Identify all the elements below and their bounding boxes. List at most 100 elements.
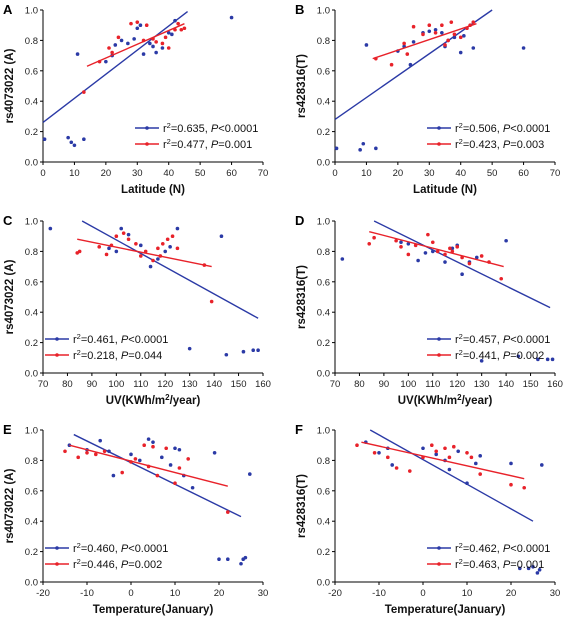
data-point-blue <box>545 357 550 362</box>
panel-label: C <box>3 213 13 228</box>
x-tick-label: 70 <box>330 379 341 390</box>
data-point-red <box>426 232 430 237</box>
data-point-blue <box>217 557 221 561</box>
data-point-red <box>458 35 463 40</box>
legend-text: r2=0.218, P=0.044 <box>73 348 162 362</box>
data-point-red <box>82 90 86 94</box>
legend-marker-blue <box>437 337 441 341</box>
panel-c: C 0.0 0.2 0.4 0.6 0.8 1.0 70 80 90 100 110 120 130 140… <box>3 213 271 407</box>
data-point-blue <box>170 32 174 37</box>
x-tick-label: -20 <box>36 588 50 599</box>
x-axis-label: Latitude (N) <box>121 184 185 196</box>
data-point-blue <box>526 566 531 571</box>
data-point-red <box>134 242 138 246</box>
y-tick-label: 1.0 <box>317 426 330 437</box>
fit-line-red <box>77 238 212 268</box>
data-point-blue <box>148 264 153 269</box>
legend-marker-blue <box>55 337 59 341</box>
x-tick-label: 150 <box>231 379 247 390</box>
data-point-blue <box>540 463 544 467</box>
data-point-blue <box>175 226 180 231</box>
data-point-blue <box>340 257 345 261</box>
x-tick-label: 50 <box>195 168 206 179</box>
data-point-blue <box>190 485 195 490</box>
y-tick-label: 1.0 <box>25 6 38 17</box>
data-point-red <box>460 255 464 260</box>
x-tick-label: 130 <box>182 379 198 390</box>
data-point-blue <box>66 135 70 140</box>
data-point-blue <box>173 446 177 451</box>
fit-line-red <box>369 230 504 268</box>
data-point-red <box>151 258 155 263</box>
y-tick-label: 0.0 <box>25 578 38 589</box>
data-point-blue <box>406 242 411 246</box>
x-tick-label: 30 <box>258 588 269 599</box>
data-point-red <box>186 457 190 461</box>
data-point-red <box>160 242 165 246</box>
y-tick-label: 0.6 <box>25 277 38 288</box>
data-point-blue <box>126 232 131 237</box>
fit-line-blue <box>373 220 551 309</box>
data-point-red <box>129 460 133 464</box>
data-point-red <box>372 235 376 240</box>
fit-line-red <box>372 23 477 60</box>
data-point-blue <box>187 346 192 351</box>
data-point-red <box>142 443 146 448</box>
x-tick-label: 60 <box>518 168 529 179</box>
data-point-blue <box>458 50 463 55</box>
data-point-blue <box>75 52 80 56</box>
y-tick-label: 0.4 <box>317 97 330 108</box>
legend-marker-red <box>437 353 441 357</box>
data-point-blue <box>374 146 378 151</box>
data-point-red <box>443 446 447 451</box>
data-point-blue <box>42 137 47 141</box>
x-tick-label: -10 <box>80 588 94 599</box>
data-point-blue <box>82 137 86 141</box>
data-point-blue <box>423 251 428 255</box>
data-point-red <box>76 455 80 460</box>
x-tick-label: -10 <box>372 588 386 599</box>
data-point-blue <box>156 257 160 261</box>
data-point-red <box>170 234 175 238</box>
data-point-blue <box>104 59 108 64</box>
y-tick-label: 1.0 <box>25 426 38 437</box>
x-tick-label: 80 <box>354 379 365 390</box>
data-point-red <box>413 243 418 248</box>
y-tick-label: 0.8 <box>317 247 330 258</box>
data-point-blue <box>430 249 435 254</box>
data-point-blue <box>521 46 526 50</box>
data-point-blue <box>166 31 171 35</box>
data-point-red <box>389 62 394 67</box>
data-point-blue <box>248 472 252 476</box>
y-tick-label: 0.6 <box>25 66 38 77</box>
legend-text: r2=0.446, P=0.002 <box>73 557 162 571</box>
x-tick-label: 10 <box>462 588 473 599</box>
data-point-blue <box>229 15 234 20</box>
data-point-red <box>443 43 447 47</box>
fit-line-red <box>361 441 525 480</box>
data-point-blue <box>141 52 146 56</box>
data-point-blue <box>107 449 111 454</box>
fit-line-blue <box>369 429 534 522</box>
x-tick-label: 20 <box>506 588 517 599</box>
y-tick-label: 0.8 <box>25 247 38 258</box>
legend-text: r2=0.423, P=0.003 <box>455 137 544 151</box>
x-tick-label: -20 <box>328 588 342 599</box>
data-point-blue <box>421 446 425 451</box>
panel-label: D <box>295 213 304 228</box>
data-point-blue <box>151 44 155 49</box>
data-point-red <box>394 466 399 470</box>
data-point-red <box>367 242 372 246</box>
data-point-blue <box>518 566 522 571</box>
data-point-red <box>478 472 483 476</box>
data-point-blue <box>72 143 77 148</box>
y-axis-label: rs4073022 (A) <box>4 259 16 334</box>
x-tick-label: 100 <box>400 379 416 390</box>
data-point-red <box>449 20 454 24</box>
x-tick-label: 10 <box>361 168 372 179</box>
data-point-red <box>465 26 469 31</box>
x-axis-label: Temperature(January) <box>93 604 214 616</box>
data-point-blue <box>504 238 508 243</box>
panel-label: F <box>295 422 303 437</box>
